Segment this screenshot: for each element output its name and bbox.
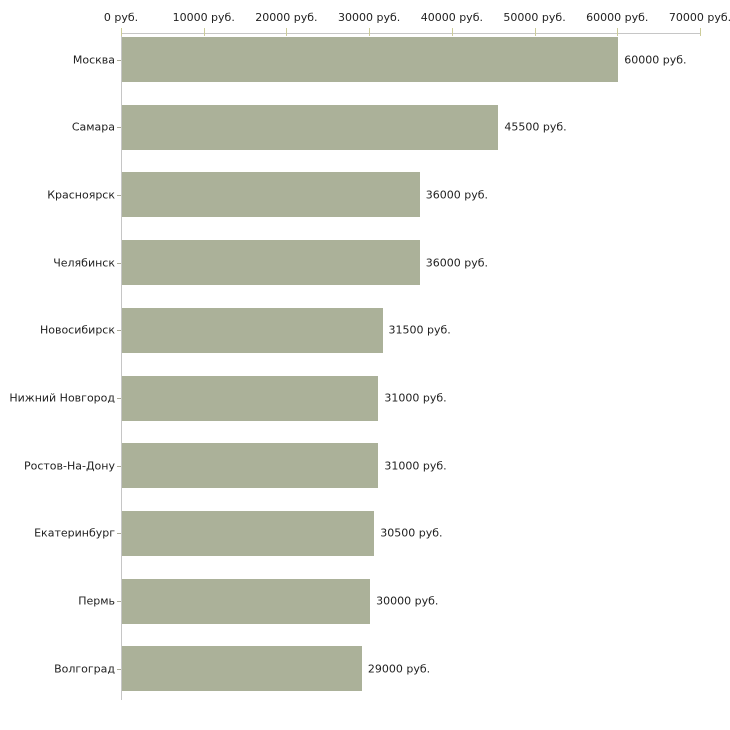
value-label: 60000 руб. bbox=[624, 53, 687, 66]
x-axis-tick-mark bbox=[534, 28, 536, 36]
bar-7 bbox=[122, 443, 379, 489]
x-axis-tick-mark bbox=[369, 28, 371, 36]
bar-9 bbox=[122, 578, 371, 624]
bar-5 bbox=[122, 307, 383, 353]
category-tick-mark bbox=[117, 127, 121, 129]
x-axis-tick-label: 20000 руб. bbox=[255, 11, 318, 24]
bar-8 bbox=[122, 510, 375, 556]
x-axis-tick-label: 60000 руб. bbox=[586, 11, 649, 24]
x-axis-tick-label: 40000 руб. bbox=[420, 11, 483, 24]
x-axis-tick-mark bbox=[700, 28, 701, 36]
x-axis-tick-mark bbox=[286, 28, 288, 36]
category-label: Самара bbox=[71, 120, 115, 134]
x-axis-line bbox=[121, 33, 701, 34]
category-label: Ростов-На-Дону bbox=[23, 459, 115, 473]
value-label: 31000 руб. bbox=[384, 391, 447, 405]
x-axis-tick-mark bbox=[451, 28, 453, 36]
value-label: 36000 руб. bbox=[425, 256, 489, 270]
category-label: Нижний Новгород bbox=[9, 391, 115, 405]
x-axis-tick-label: 10000 руб. bbox=[172, 11, 235, 24]
bar-1 bbox=[122, 37, 619, 82]
bar-4 bbox=[122, 240, 420, 286]
value-label: 31000 руб. bbox=[384, 459, 447, 473]
category-tick-mark bbox=[117, 262, 121, 264]
category-tick-mark bbox=[117, 330, 121, 332]
value-label: 30500 руб. bbox=[380, 526, 443, 540]
category-label: Волгоград bbox=[54, 662, 115, 676]
x-axis-tick-mark bbox=[203, 28, 205, 36]
value-label: 45500 руб. bbox=[504, 120, 567, 134]
value-label: 29000 руб. bbox=[367, 662, 431, 676]
category-tick-mark bbox=[117, 194, 121, 196]
category-tick-mark bbox=[117, 533, 121, 535]
x-axis-tick-mark bbox=[121, 28, 122, 36]
category-label: Челябинск bbox=[53, 256, 115, 270]
category-tick-mark bbox=[117, 601, 121, 603]
value-label: 31500 руб. bbox=[388, 323, 451, 337]
x-axis-tick-label: 0 руб. bbox=[103, 11, 139, 24]
bar-6 bbox=[122, 375, 379, 421]
x-axis-tick-label: 70000 руб. bbox=[668, 11, 730, 24]
category-label: Новосибирск bbox=[39, 323, 115, 337]
x-axis-tick-mark bbox=[617, 28, 619, 36]
category-tick-mark bbox=[117, 465, 121, 467]
bar-3 bbox=[122, 172, 420, 218]
category-label: Екатеринбург bbox=[34, 526, 115, 540]
category-label: Красноярск bbox=[47, 188, 115, 202]
y-axis-line bbox=[121, 33, 122, 700]
category-tick-mark bbox=[117, 59, 121, 61]
category-tick-mark bbox=[117, 398, 121, 399]
x-axis-tick-label: 50000 руб. bbox=[503, 11, 566, 24]
bar-10 bbox=[122, 646, 362, 692]
category-tick-mark bbox=[117, 668, 121, 670]
value-label: 30000 руб. bbox=[376, 594, 439, 608]
category-label: Москва bbox=[72, 53, 115, 66]
bar-2 bbox=[122, 104, 499, 150]
value-label: 36000 руб. bbox=[425, 188, 489, 202]
x-axis-tick-label: 30000 руб. bbox=[338, 11, 401, 24]
category-label: Пермь bbox=[78, 594, 115, 608]
